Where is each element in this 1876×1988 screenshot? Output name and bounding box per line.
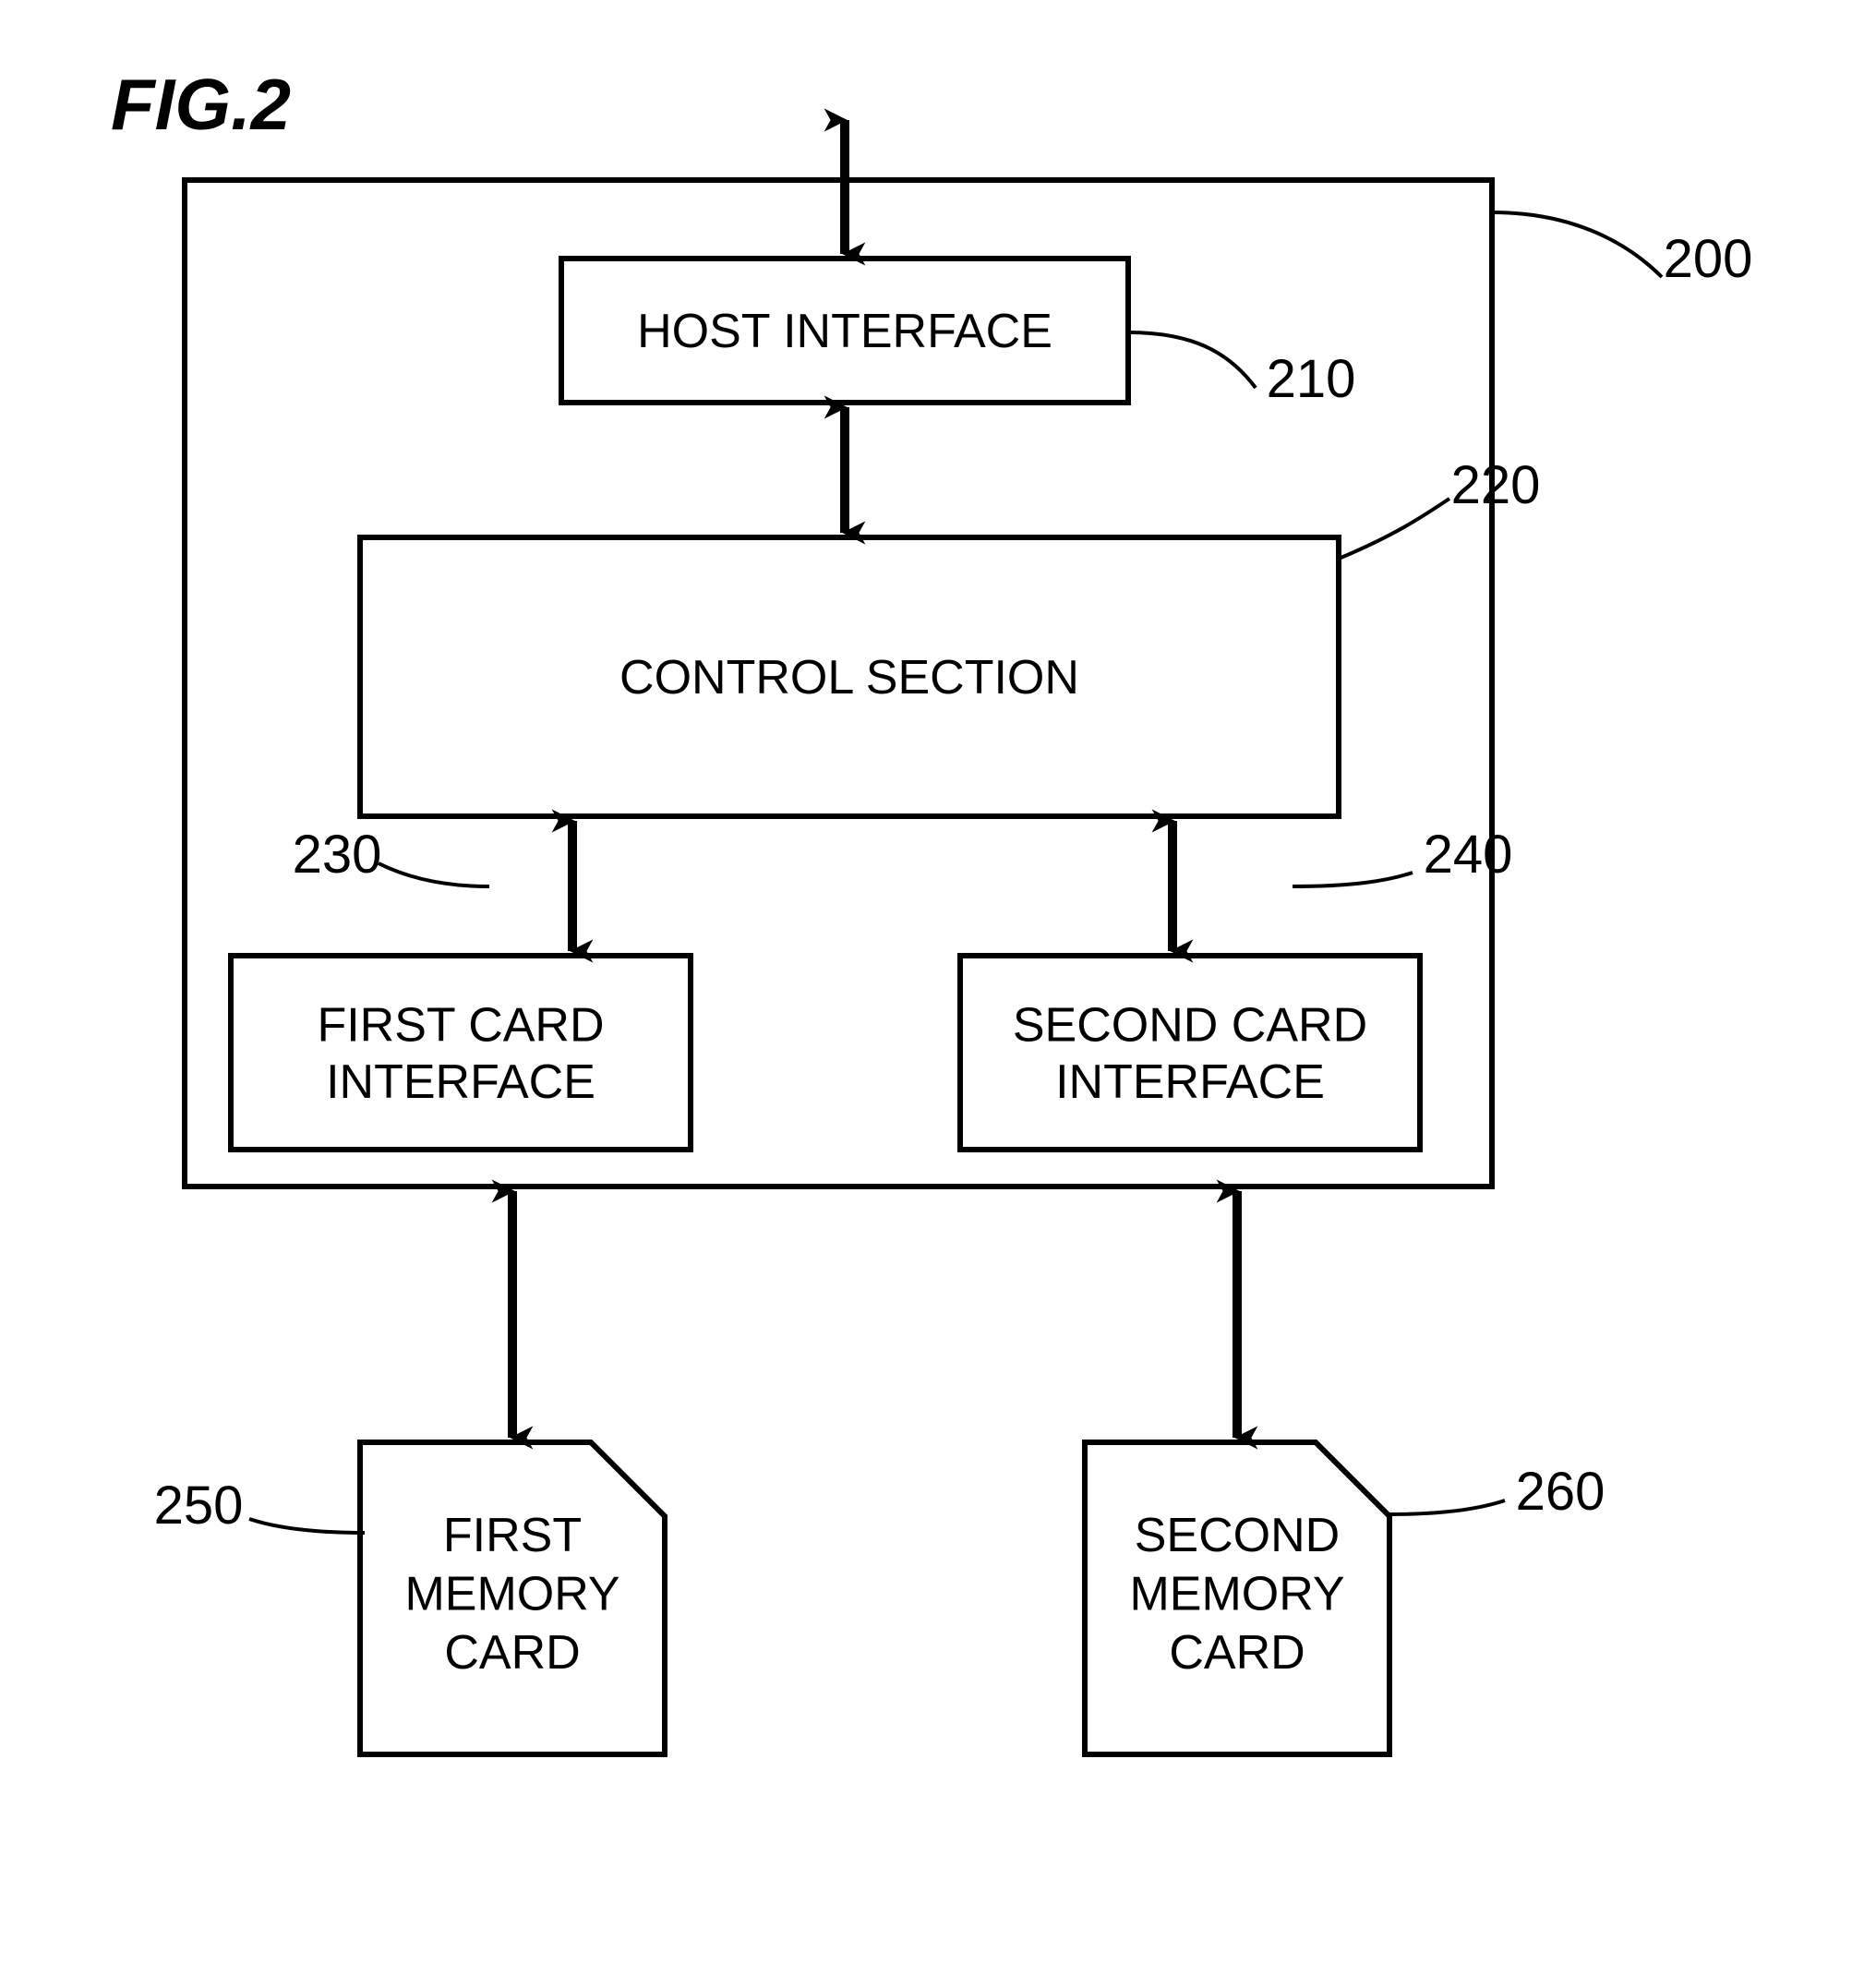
ref-240: 240 [1424,825,1513,885]
ref-220: 220 [1451,455,1541,515]
leader-240 [1293,873,1413,886]
second-memory-card-block: SECONDMEMORYCARD [1085,1442,1389,1754]
control-section-label: CONTROL SECTION [619,651,1079,705]
leader-200 [1492,212,1662,277]
second-card-interface-block: SECOND CARDINTERFACE [960,956,1420,1150]
leader-250 [249,1519,365,1533]
leader-210 [1128,332,1256,388]
leader-230 [379,863,489,886]
second-card-interface-box [960,956,1420,1150]
leader-260 [1389,1500,1505,1514]
first-card-interface-box [231,956,691,1150]
first-card-interface-block: FIRST CARDINTERFACE [231,956,691,1150]
figure-title: FIG.2 [111,64,291,145]
ref-260: 260 [1516,1462,1605,1522]
ref-230: 230 [293,825,382,885]
ref-200: 200 [1664,229,1753,289]
control-section-block: CONTROL SECTION [360,537,1339,816]
ref-250: 250 [154,1476,244,1536]
first-memory-card-block: FIRSTMEMORYCARD [360,1442,665,1754]
leader-220 [1339,499,1449,559]
ref-210: 210 [1267,349,1356,409]
host-interface-block: HOST INTERFACE [561,259,1128,403]
host-interface-label: HOST INTERFACE [637,305,1052,358]
